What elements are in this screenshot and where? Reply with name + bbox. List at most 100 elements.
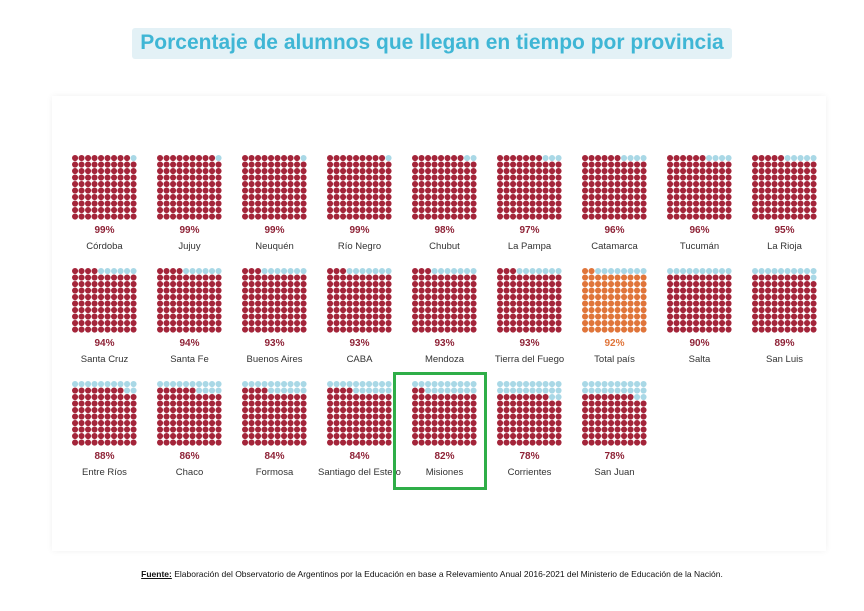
waffle-dot-filled: [333, 300, 340, 307]
waffle-dot-filled: [189, 207, 196, 214]
waffle-dot-filled: [98, 439, 105, 446]
waffle-dot-filled: [614, 187, 621, 194]
waffle-dot-filled: [104, 161, 111, 168]
waffle-dot-filled: [706, 281, 713, 288]
waffle-dot-filled: [111, 394, 118, 401]
waffle-dot-filled: [366, 207, 373, 214]
waffle-dot-filled: [85, 155, 92, 162]
waffle-dot-filled: [294, 155, 301, 162]
waffle-dot-empty: [542, 381, 549, 388]
waffle-dot-filled: [157, 187, 164, 194]
waffle-santa-cruz: 94%Santa Cruz: [72, 268, 137, 365]
waffle-dot-filled: [451, 439, 458, 446]
waffle-dot-filled: [686, 294, 693, 301]
waffle-dot-filled: [85, 281, 92, 288]
waffle-dot-filled: [706, 200, 713, 207]
waffle-dot-filled: [595, 181, 602, 188]
waffle-dot-filled: [72, 181, 79, 188]
waffle-dot-filled: [98, 155, 105, 162]
waffle-dot-empty: [431, 381, 438, 388]
waffle-dot-filled: [287, 207, 294, 214]
waffle-dot-filled: [287, 326, 294, 333]
waffle-dot-filled: [157, 161, 164, 168]
waffle-dot-filled: [582, 307, 589, 314]
waffle-dot-filled: [784, 200, 791, 207]
waffle-dot-filled: [634, 194, 641, 201]
waffle-dot-filled: [98, 181, 105, 188]
waffle-dot-filled: [627, 313, 634, 320]
waffle-dot-filled: [634, 400, 641, 407]
waffle-dot-filled: [497, 194, 504, 201]
waffle-dot-filled: [268, 155, 275, 162]
waffle-dot-filled: [791, 181, 798, 188]
waffle-dot-filled: [372, 294, 379, 301]
waffle-dot-filled: [255, 387, 262, 394]
waffle-dot-filled: [242, 407, 249, 414]
waffle-dot-filled: [327, 168, 334, 175]
waffle-dot-filled: [117, 394, 124, 401]
waffle-dot-filled: [523, 400, 530, 407]
waffle-dot-filled: [372, 413, 379, 420]
waffle-dot-filled: [608, 281, 615, 288]
waffle-dot-filled: [686, 213, 693, 220]
waffle-dot-filled: [248, 433, 255, 440]
waffle-dot-filled: [425, 213, 432, 220]
waffle-dot-filled: [130, 281, 137, 288]
waffle-dot-filled: [614, 439, 621, 446]
waffle-dot-filled: [130, 307, 137, 314]
waffle-dot-filled: [353, 307, 360, 314]
waffle-dot-filled: [261, 300, 268, 307]
waffle-dot-filled: [359, 307, 366, 314]
waffle-dot-filled: [765, 187, 772, 194]
waffle-dot-empty: [104, 268, 111, 275]
waffle-dot-empty: [85, 381, 92, 388]
waffle-dot-empty: [464, 155, 471, 162]
waffle-dot-filled: [196, 300, 203, 307]
waffle-dot-filled: [98, 207, 105, 214]
waffle-dot-filled: [470, 433, 477, 440]
waffle-dot-filled: [78, 426, 85, 433]
waffle-dot-filled: [601, 181, 608, 188]
waffle-dot-filled: [529, 294, 536, 301]
waffle-dot-filled: [497, 213, 504, 220]
waffle-dot-filled: [582, 274, 589, 281]
waffle-dot-filled: [640, 187, 647, 194]
waffle-dot-filled: [601, 207, 608, 214]
waffle-dot-filled: [294, 407, 301, 414]
waffle-dot-filled: [300, 407, 307, 414]
waffle-dot-filled: [346, 274, 353, 281]
waffle-dot-empty: [686, 268, 693, 275]
waffle-dot-filled: [346, 433, 353, 440]
waffle-dot-filled: [117, 200, 124, 207]
waffle-dot-filled: [582, 394, 589, 401]
waffle-dot-filled: [183, 287, 190, 294]
waffle-dot-filled: [699, 274, 706, 281]
waffle-dot-empty: [385, 381, 392, 388]
waffle-dot-empty: [117, 268, 124, 275]
waffle-dot-filled: [719, 207, 726, 214]
waffle-dot-filled: [353, 294, 360, 301]
waffle-dot-filled: [608, 394, 615, 401]
waffle-dot-filled: [464, 307, 471, 314]
waffle-dot-filled: [712, 313, 719, 320]
waffle-dot-filled: [627, 320, 634, 327]
waffle-dot-filled: [274, 207, 281, 214]
waffle-dot-filled: [98, 407, 105, 414]
waffle-dot-filled: [215, 213, 222, 220]
waffle-dot-filled: [346, 413, 353, 420]
waffle-dot-filled: [601, 287, 608, 294]
waffle-dot-filled: [163, 213, 170, 220]
waffle-dot-filled: [516, 213, 523, 220]
waffle-dot-filled: [176, 213, 183, 220]
waffle-dot-filled: [523, 207, 530, 214]
waffle-dot-empty: [510, 381, 517, 388]
waffle-dot-filled: [588, 400, 595, 407]
waffle-dot-filled: [366, 307, 373, 314]
waffle-dot-filled: [529, 200, 536, 207]
waffle-dot-filled: [673, 174, 680, 181]
waffle-dot-filled: [712, 274, 719, 281]
waffle-dot-filled: [281, 213, 288, 220]
waffle-dot-empty: [765, 268, 772, 275]
waffle-dot-filled: [503, 181, 510, 188]
waffle-dot-filled: [431, 407, 438, 414]
